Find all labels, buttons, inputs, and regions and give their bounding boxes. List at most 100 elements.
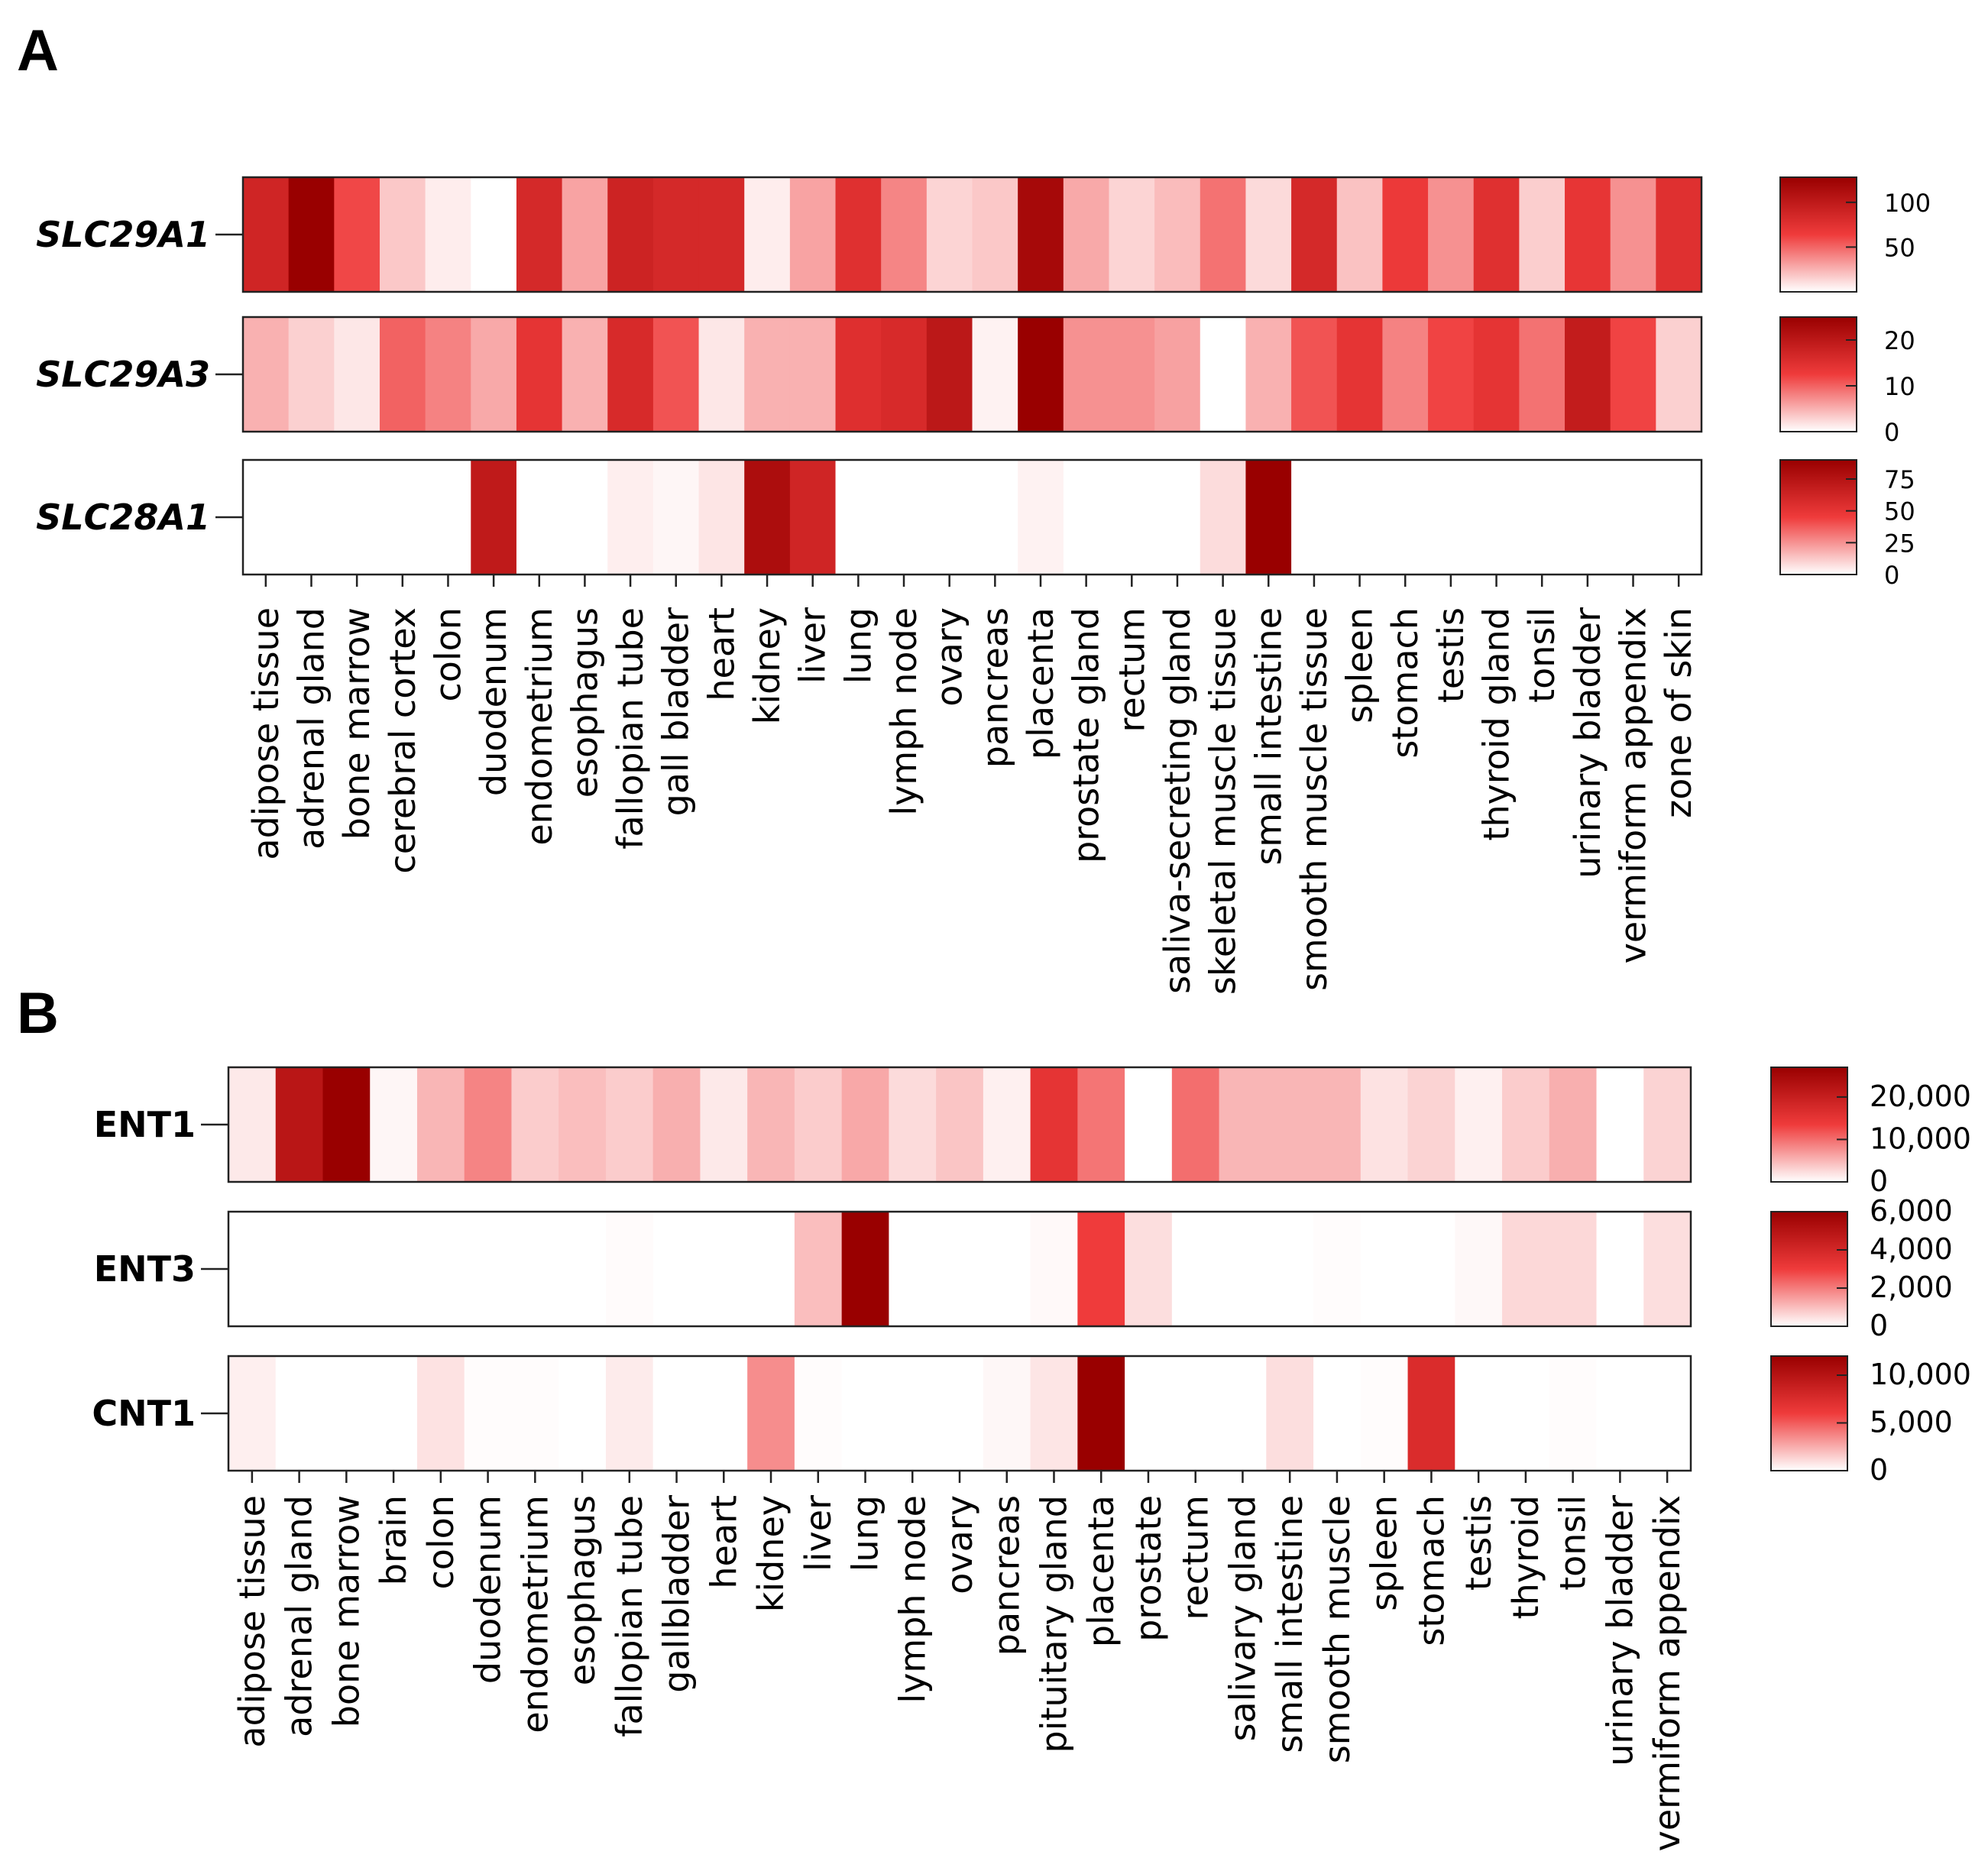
heatmap-cell (243, 460, 290, 575)
heatmap-cell (744, 177, 791, 292)
tissue-label: endometrium (519, 607, 560, 846)
tissue-label: fallopian tube (609, 1495, 650, 1737)
heatmap-cell (471, 317, 517, 432)
heatmap-cell (228, 1067, 277, 1182)
tissue-label: lung (837, 607, 879, 684)
heatmap-cell (936, 1067, 984, 1182)
heatmap-cell (1154, 317, 1201, 432)
heatmap-cell (370, 1212, 418, 1326)
heatmap-cell (605, 1212, 654, 1326)
tissue-label: duodenum (468, 1495, 509, 1684)
heatmap-cell (881, 177, 928, 292)
heatmap-cell (1549, 1356, 1598, 1471)
heatmap-cell (983, 1356, 1031, 1471)
colorbar-tick-label: 0 (1870, 1164, 1888, 1198)
heatmap-cell (652, 1356, 701, 1471)
heatmap-cell (789, 177, 837, 292)
tissue-label: placenta (1020, 607, 1061, 759)
heatmap-cell (794, 1212, 843, 1326)
heatmap-cell (511, 1356, 559, 1471)
heatmap-cell (1018, 317, 1064, 432)
colorbar-tick-label: 75 (1884, 465, 1915, 494)
tissue-label: gallbladder (656, 1495, 698, 1693)
heatmap-cell (1549, 1212, 1598, 1326)
heatmap-cell (464, 1356, 513, 1471)
colorbar-tick-label: 10,000 (1870, 1358, 1971, 1391)
heatmap-cell (562, 317, 608, 432)
panel-label-a: A (17, 18, 59, 83)
heatmap-cell (471, 460, 517, 575)
heatmap-cell (1519, 177, 1565, 292)
heatmap-cell (464, 1067, 513, 1182)
heatmap-cell (1125, 1356, 1173, 1471)
heatmap-cell (288, 177, 335, 292)
tissue-label: thyroid (1505, 1495, 1546, 1619)
heatmap-cell (1245, 460, 1292, 575)
heatmap-cell (1643, 1356, 1692, 1471)
heatmap-cell (983, 1212, 1031, 1326)
tissue-label: colon (427, 607, 468, 702)
heatmap-cell (789, 317, 837, 432)
panel-b-heatmap: ENT1 20,000 10,000 0 ENT3 6,000 4,000 2,000 0 CNT… (92, 1066, 1971, 1851)
heatmap-cell (700, 1067, 748, 1182)
heatmap-cell (1610, 317, 1656, 432)
heatmap-cell (1154, 177, 1201, 292)
heatmap-cell (1596, 1212, 1644, 1326)
heatmap-cell (1266, 1067, 1314, 1182)
heatmap-cell (1565, 317, 1611, 432)
heatmap-cell (835, 317, 882, 432)
heatmap-cell (1382, 317, 1429, 432)
heatmap-cell (1565, 177, 1611, 292)
heatmap-cell (607, 177, 654, 292)
heatmap-cell (1200, 177, 1247, 292)
heatmap-cell (1473, 317, 1520, 432)
heatmap-cell (1360, 1356, 1409, 1471)
tissue-label: ovary (929, 607, 970, 707)
heatmap-cell (379, 460, 426, 575)
tissue-label: lymph node (892, 1495, 933, 1704)
heatmap-cell (559, 1356, 607, 1471)
heatmap-cell (1407, 1212, 1455, 1326)
heatmap-cell (416, 1067, 465, 1182)
heatmap-cell (425, 460, 471, 575)
colorbar-tick-label: 0 (1870, 1453, 1888, 1487)
tissue-label: liver (792, 607, 834, 684)
tissue-label: rectum (1111, 607, 1152, 733)
heatmap-cell (936, 1356, 984, 1471)
tissue-label: kidney (746, 607, 788, 724)
heatmap-cell (1473, 177, 1520, 292)
panel-label-b: B (17, 981, 59, 1046)
heatmap-cell (1266, 1212, 1314, 1326)
heatmap-cell (835, 460, 882, 575)
heatmap-cell (1313, 1356, 1361, 1471)
heatmap-cell (1549, 1067, 1598, 1182)
heatmap-cell (1336, 460, 1384, 575)
heatmap-cell (607, 460, 654, 575)
heatmap-cell (559, 1067, 607, 1182)
heatmap-cell (605, 1067, 654, 1182)
colorbar (1770, 1067, 1848, 1183)
heatmap-cell (1219, 1356, 1267, 1471)
colorbar-tick-label: 5,000 (1870, 1406, 1953, 1439)
tissue-label: bone marrow (325, 1495, 367, 1727)
heatmap-cell (1219, 1212, 1267, 1326)
heatmap-cell (1077, 1067, 1125, 1182)
heatmap-cell (926, 317, 973, 432)
heatmap-cell (275, 1356, 324, 1471)
heatmap-cell (322, 1212, 371, 1326)
heatmap-cell (425, 177, 471, 292)
heatmap-cell (652, 317, 700, 432)
tissue-label: skeletal muscle tissue (1203, 607, 1244, 995)
tissue-label: urinary bladder (1567, 607, 1608, 879)
heatmap-cell (1125, 1067, 1173, 1182)
tissue-label: pancreas (986, 1495, 1028, 1656)
tissue-label: bone marrow (336, 607, 377, 840)
colorbar-tick-label: 0 (1884, 418, 1899, 447)
heatmap-cell (288, 460, 335, 575)
colorbar (1770, 1355, 1848, 1471)
heatmap-cell (1018, 177, 1064, 292)
heatmap-cell (334, 317, 380, 432)
heatmap-cell (1171, 1067, 1220, 1182)
tissue-label: pituitary gland (1033, 1495, 1074, 1753)
